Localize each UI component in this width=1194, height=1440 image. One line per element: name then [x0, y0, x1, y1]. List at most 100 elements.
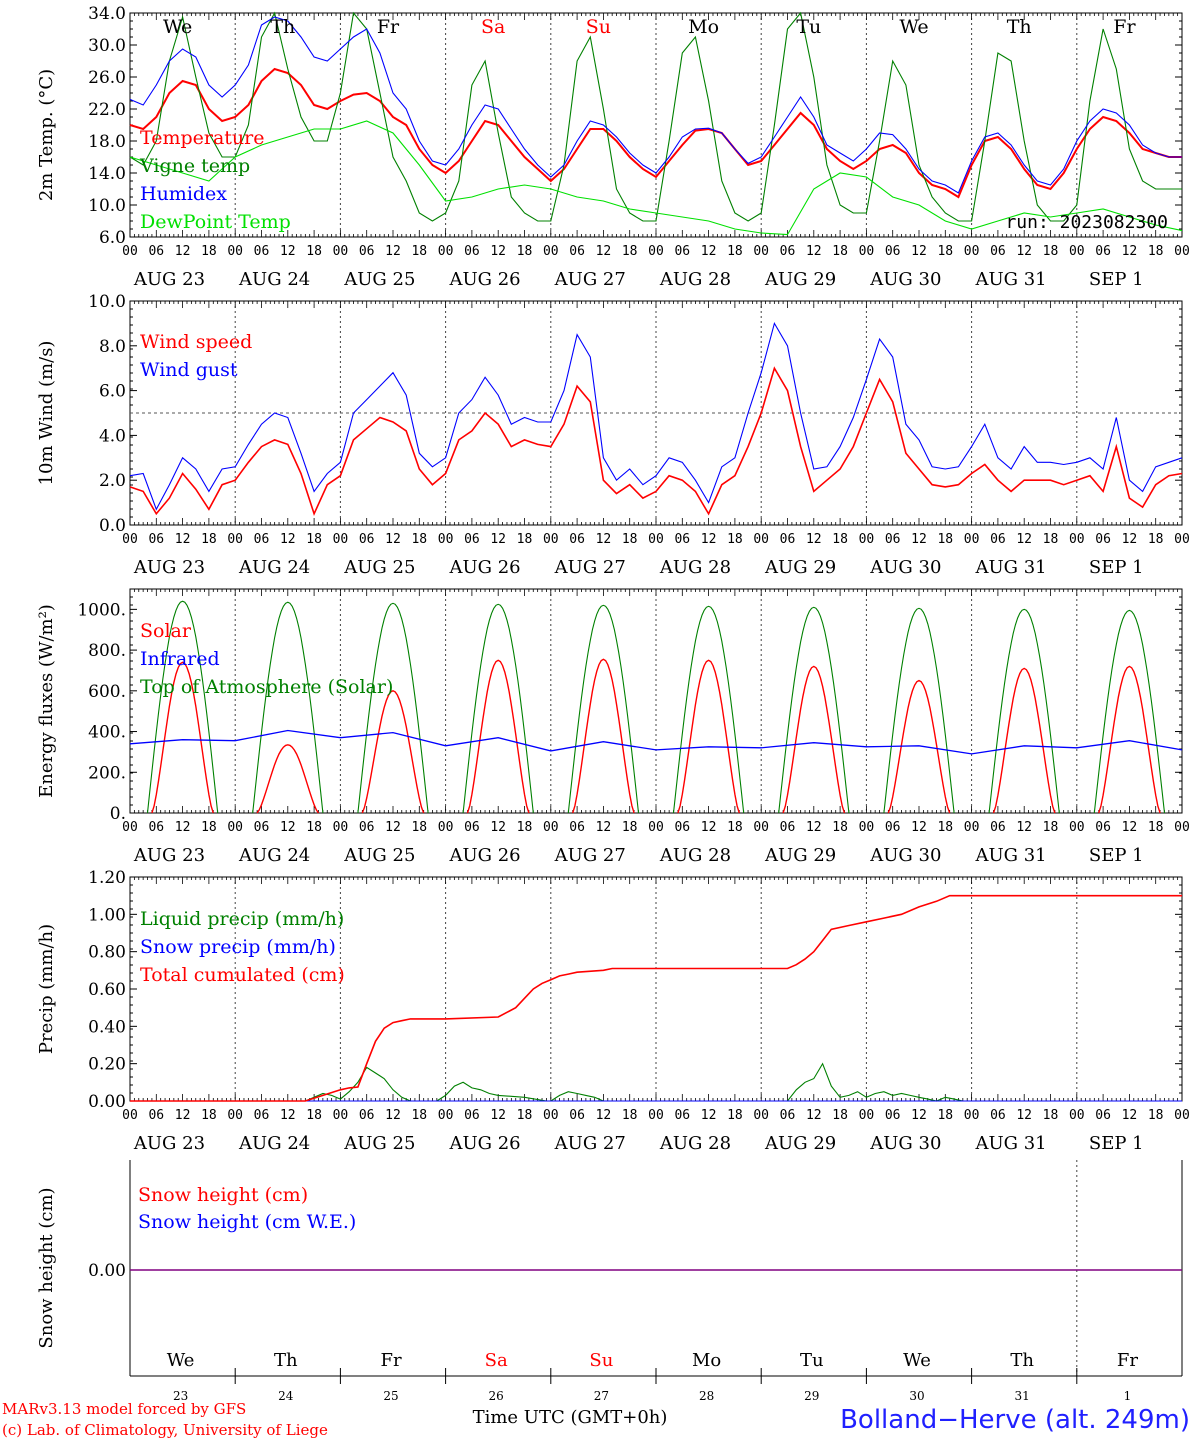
day-name: Th [274, 1350, 298, 1371]
day-name: Tu [800, 1350, 824, 1371]
date-label: AUG 30 [869, 269, 941, 290]
hour-tick-label: 12 [280, 244, 296, 259]
legend-temperature: Temperature [140, 127, 264, 149]
hour-tick-label: 06 [148, 244, 164, 259]
date-label: AUG 25 [343, 269, 415, 290]
hour-tick-label: 12 [911, 244, 927, 259]
date-label: SEP 1 [1089, 1133, 1144, 1154]
hour-tick-label: 18 [411, 244, 427, 259]
series-dewpoint-temp [129, 120, 1183, 236]
y-tick-label: 1.00 [88, 905, 126, 925]
hour-tick-label: 12 [911, 532, 927, 547]
hour-tick-label: 18 [306, 820, 322, 835]
series-solar-day [1098, 665, 1161, 814]
hour-tick-label: 18 [727, 1108, 743, 1123]
y-tick-label: 26.0 [88, 68, 126, 88]
hour-tick-label: 18 [937, 1108, 953, 1123]
date-label: AUG 26 [448, 557, 520, 578]
hour-tick-label: 12 [806, 244, 822, 259]
hour-tick-label: 12 [596, 820, 612, 835]
hour-tick-label: 00 [1174, 1108, 1190, 1123]
date-label: AUG 25 [343, 1133, 415, 1154]
series-toa-day [567, 604, 640, 814]
legend-dewpoint-temp: DewPoint Temp [140, 211, 291, 233]
hour-tick-label: 12 [1016, 1108, 1032, 1123]
hour-tick-label: 00 [1069, 820, 1085, 835]
hour-tick-label: 12 [385, 532, 401, 547]
date-label: AUG 29 [764, 1133, 836, 1154]
hour-tick-label: 18 [727, 820, 743, 835]
hour-tick-label: 06 [780, 244, 796, 259]
y-tick-label: 400. [88, 723, 126, 743]
hour-tick-label: 18 [411, 1108, 427, 1123]
hour-tick-label: 00 [543, 820, 559, 835]
hour-tick-label: 12 [701, 820, 717, 835]
legend-total-cumulated-cm-: Total cumulated (cm) [140, 964, 345, 986]
hour-tick-label: 06 [569, 244, 585, 259]
hour-tick-label: 06 [1095, 244, 1111, 259]
hour-tick-label: 00 [1069, 1108, 1085, 1123]
hour-tick-label: 12 [175, 820, 191, 835]
hour-tick-label: 12 [490, 244, 506, 259]
hour-tick-label: 00 [438, 1108, 454, 1123]
date-label: AUG 24 [238, 845, 310, 866]
hour-tick-label: 12 [490, 820, 506, 835]
hour-tick-label: 06 [359, 1108, 375, 1123]
date-label: AUG 27 [554, 557, 626, 578]
hour-tick-label: 12 [806, 532, 822, 547]
y-tick-label: 1.20 [88, 868, 126, 888]
hour-tick-label: 18 [1148, 820, 1164, 835]
series-toa-day [988, 608, 1060, 814]
hour-tick-label: 18 [411, 820, 427, 835]
hour-tick-label: 18 [622, 532, 638, 547]
y-tick-label: 800. [88, 641, 126, 661]
series-wind-speed [129, 366, 1183, 517]
hour-tick-label: 18 [1043, 532, 1059, 547]
hour-tick-label: 00 [122, 244, 138, 259]
day-number: 1 [1124, 1389, 1132, 1403]
date-label: SEP 1 [1089, 269, 1144, 290]
day-name: We [163, 16, 192, 38]
series-liquid-precip-mm-h- [130, 1062, 1182, 1102]
date-label: AUG 30 [869, 557, 941, 578]
hour-tick-label: 12 [280, 1108, 296, 1123]
hour-tick-label: 12 [1122, 532, 1138, 547]
hour-tick-label: 06 [674, 532, 690, 547]
hour-tick-label: 06 [359, 244, 375, 259]
hour-tick-label: 06 [254, 532, 270, 547]
hour-tick-label: 18 [622, 820, 638, 835]
hour-tick-label: 00 [1174, 820, 1190, 835]
hour-tick-label: 06 [780, 532, 796, 547]
hour-tick-label: 00 [122, 532, 138, 547]
hour-tick-label: 06 [780, 820, 796, 835]
y-tick-label: 1000. [77, 600, 126, 620]
day-name: Th [1007, 16, 1032, 38]
date-label: AUG 29 [764, 269, 836, 290]
hour-tick-label: 00 [227, 244, 243, 259]
y-axis-label: Snow height (cm) [36, 1187, 57, 1348]
hour-tick-label: 18 [1043, 820, 1059, 835]
series-toa-day [1093, 609, 1166, 814]
series-temperature [129, 67, 1182, 199]
date-label: AUG 25 [343, 557, 415, 578]
hour-tick-label: 00 [964, 244, 980, 259]
y-tick-label: 30.0 [88, 36, 126, 56]
legend-snow-precip-mm-h-: Snow precip (mm/h) [140, 936, 336, 958]
hour-tick-label: 06 [1095, 532, 1111, 547]
hour-tick-label: 06 [1095, 820, 1111, 835]
hour-tick-label: 18 [201, 1108, 217, 1123]
date-label: AUG 31 [974, 1133, 1046, 1154]
series-toa-day [357, 602, 429, 814]
hour-tick-label: 18 [517, 244, 533, 259]
lab-credit: (c) Lab. of Climatology, University of L… [2, 1421, 328, 1439]
hour-tick-label: 06 [464, 1108, 480, 1123]
hour-tick-label: 00 [1069, 532, 1085, 547]
model-credit: MARv3.13 model forced by GFS [2, 1400, 246, 1418]
day-number: 25 [383, 1389, 398, 1403]
y-tick-label: 0.0 [99, 516, 126, 536]
hour-tick-label: 18 [411, 532, 427, 547]
hour-tick-label: 00 [438, 244, 454, 259]
x-axis-title: Time UTC (GMT+0h) [473, 1407, 668, 1428]
y-tick-label: 0.80 [88, 943, 126, 963]
hour-tick-label: 18 [832, 820, 848, 835]
